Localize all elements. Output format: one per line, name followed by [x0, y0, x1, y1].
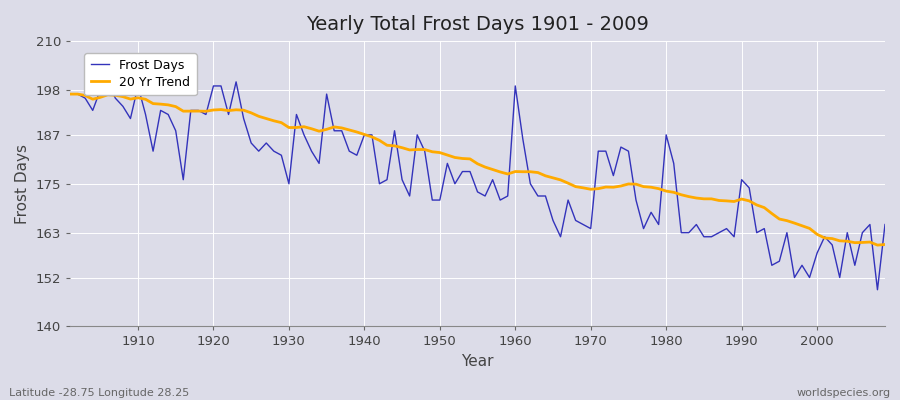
- Frost Days: [103, 80, 113, 84]
- 20 Yr Trend: [502, 172, 513, 176]
- Frost Days: [65, 92, 76, 96]
- X-axis label: Year: Year: [462, 354, 494, 369]
- Frost Days: [518, 136, 528, 141]
- Frost Days: [299, 132, 310, 137]
- 20 Yr Trend: [510, 169, 521, 174]
- Line: Frost Days: Frost Days: [70, 82, 885, 290]
- 20 Yr Trend: [125, 97, 136, 102]
- 20 Yr Trend: [65, 92, 76, 96]
- Frost Days: [879, 222, 890, 227]
- Text: worldspecies.org: worldspecies.org: [796, 388, 891, 398]
- Frost Days: [608, 173, 619, 178]
- Y-axis label: Frost Days: Frost Days: [15, 144, 30, 224]
- Title: Yearly Total Frost Days 1901 - 2009: Yearly Total Frost Days 1901 - 2009: [306, 15, 649, 34]
- Frost Days: [872, 287, 883, 292]
- 20 Yr Trend: [291, 125, 302, 130]
- 20 Yr Trend: [600, 185, 611, 190]
- Line: 20 Yr Trend: 20 Yr Trend: [70, 94, 885, 245]
- Legend: Frost Days, 20 Yr Trend: Frost Days, 20 Yr Trend: [85, 53, 197, 95]
- Frost Days: [132, 84, 143, 88]
- 20 Yr Trend: [337, 126, 347, 130]
- Text: Latitude -28.75 Longitude 28.25: Latitude -28.75 Longitude 28.25: [9, 388, 189, 398]
- Frost Days: [344, 149, 355, 154]
- Frost Days: [510, 84, 521, 88]
- 20 Yr Trend: [879, 242, 890, 247]
- 20 Yr Trend: [872, 243, 883, 248]
